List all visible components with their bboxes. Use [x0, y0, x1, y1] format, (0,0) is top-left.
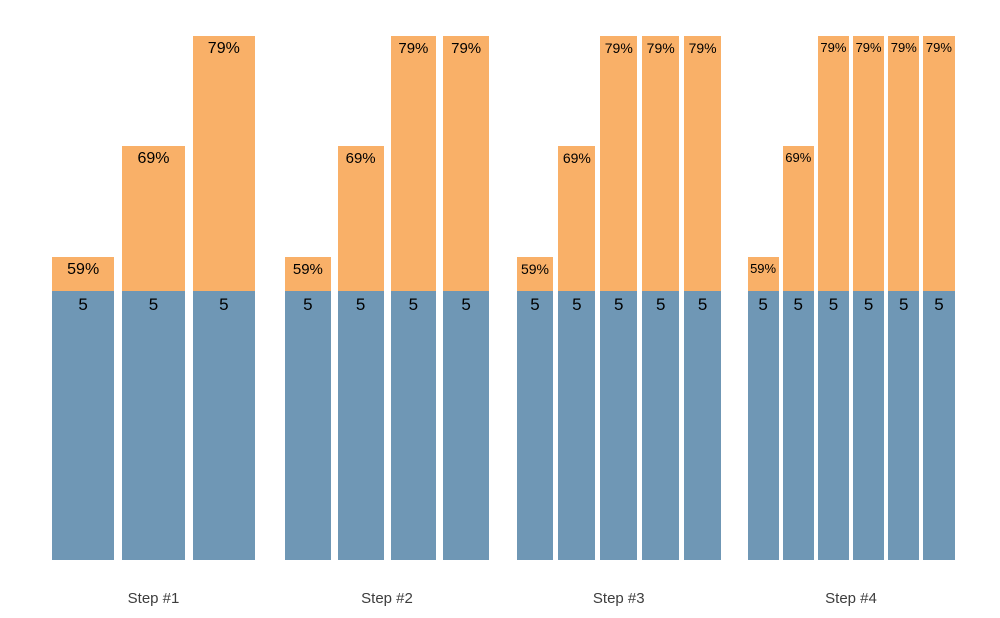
stacked-bar: 79% 5	[817, 36, 850, 560]
bar-segment-top: 59%	[285, 257, 331, 291]
bar-group-step-2: 59% 5 69% 5 79% 5 79% 5	[285, 0, 489, 560]
bar-segment-top: 59%	[52, 257, 115, 291]
bar-segment-base: 5	[337, 291, 384, 560]
bar-segment-base: 5	[192, 291, 255, 560]
bar-segment-top: 79%	[390, 36, 437, 291]
stacked-bar: 79% 5	[390, 36, 437, 560]
bar-segment-top: 79%	[853, 36, 885, 291]
bar-segment-base: 5	[642, 291, 680, 560]
stacked-bar: 79% 5	[192, 36, 255, 560]
bar-segment-top: 79%	[684, 36, 722, 291]
bar-segment-top: 69%	[782, 146, 814, 291]
bar-segment-base: 5	[558, 291, 596, 560]
stacked-bar: 79% 5	[642, 36, 680, 560]
bar-segment-base: 5	[747, 291, 779, 560]
bar-group-step-4: 59% 5 69% 5 79% 5 79% 5 79% 5 79% 5	[747, 0, 955, 560]
bar-segment-top: 79%	[923, 36, 955, 291]
bar-segment-base: 5	[923, 291, 955, 560]
bar-segment-base: 5	[817, 291, 850, 560]
stacked-bar: 79% 5	[923, 36, 955, 560]
bar-segment-top: 79%	[817, 36, 850, 291]
stacked-bar: 59% 5	[747, 257, 779, 560]
bar-segment-top: 79%	[443, 36, 489, 291]
bar-segment-base: 5	[600, 291, 638, 560]
bar-segment-base: 5	[122, 291, 185, 560]
bar-segment-base: 5	[888, 291, 920, 560]
stacked-bar: 69% 5	[122, 146, 185, 560]
bar-segment-base: 5	[684, 291, 722, 560]
stacked-bar: 79% 5	[443, 36, 489, 560]
bar-segment-top: 79%	[192, 36, 255, 291]
stacked-bar: 59% 5	[285, 257, 331, 560]
group-axis-label: Step #2	[361, 590, 413, 607]
stacked-bar: 69% 5	[782, 146, 814, 560]
stacked-bar: 69% 5	[558, 146, 596, 560]
bar-segment-top: 69%	[558, 146, 596, 291]
stacked-bar: 79% 5	[888, 36, 920, 560]
bar-segment-top: 69%	[337, 146, 384, 291]
bar-group-step-3: 59% 5 69% 5 79% 5 79% 5 79% 5	[516, 0, 722, 560]
bar-segment-top: 79%	[888, 36, 920, 291]
bar-segment-base: 5	[390, 291, 437, 560]
bar-segment-top: 59%	[516, 257, 554, 291]
stacked-bar: 79% 5	[600, 36, 638, 560]
stacked-bar: 59% 5	[516, 257, 554, 560]
bar-segment-top: 79%	[642, 36, 680, 291]
group-axis-label: Step #4	[825, 590, 877, 607]
bar-segment-base: 5	[285, 291, 331, 560]
bar-segment-base: 5	[516, 291, 554, 560]
stacked-bar: 59% 5	[52, 257, 115, 560]
bar-segment-top: 79%	[600, 36, 638, 291]
bar-segment-top: 59%	[747, 257, 779, 291]
group-axis-label: Step #1	[127, 590, 180, 607]
stacked-bar: 79% 5	[853, 36, 885, 560]
bar-segment-base: 5	[853, 291, 885, 560]
bar-segment-base: 5	[782, 291, 814, 560]
bar-group-step-1: 59% 5 69% 5 79% 5	[52, 0, 255, 560]
bar-segment-base: 5	[443, 291, 489, 560]
stacked-bar: 69% 5	[337, 146, 384, 560]
group-axis-label: Step #3	[592, 590, 645, 607]
stacked-bar: 79% 5	[684, 36, 722, 560]
bar-segment-base: 5	[52, 291, 115, 560]
bar-segment-top: 69%	[122, 146, 185, 291]
